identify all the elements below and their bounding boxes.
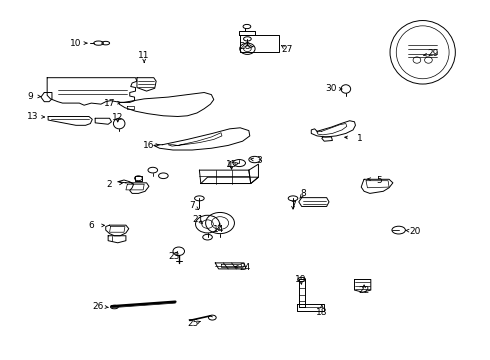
Text: 8: 8 — [301, 189, 306, 198]
Text: 7: 7 — [189, 201, 195, 210]
Text: 25: 25 — [188, 319, 199, 328]
Text: 18: 18 — [316, 308, 328, 317]
Text: 10: 10 — [70, 39, 82, 48]
Text: 30: 30 — [326, 85, 337, 94]
Text: 11: 11 — [138, 51, 150, 60]
Text: 21: 21 — [192, 215, 204, 224]
Text: 29: 29 — [428, 49, 439, 58]
Text: 20: 20 — [410, 227, 421, 236]
Text: 12: 12 — [112, 113, 123, 122]
Text: 28: 28 — [239, 42, 251, 51]
Text: 24: 24 — [240, 263, 250, 272]
Text: 1: 1 — [357, 134, 363, 143]
Text: 13: 13 — [27, 112, 39, 121]
Text: 14: 14 — [213, 225, 224, 234]
Text: 19: 19 — [295, 275, 306, 284]
Text: 15: 15 — [226, 159, 237, 168]
Text: 16: 16 — [143, 141, 155, 150]
Text: 5: 5 — [377, 176, 382, 185]
Text: 7: 7 — [290, 201, 296, 210]
Text: 3: 3 — [257, 156, 262, 165]
Text: 6: 6 — [89, 221, 94, 230]
Text: 4: 4 — [227, 161, 232, 170]
Text: 26: 26 — [93, 302, 104, 311]
Text: 23: 23 — [168, 252, 180, 261]
Text: 2: 2 — [107, 180, 112, 189]
Text: 17: 17 — [104, 99, 115, 108]
Text: 9: 9 — [27, 91, 33, 100]
Text: 27: 27 — [282, 45, 293, 54]
Text: 22: 22 — [359, 285, 370, 294]
